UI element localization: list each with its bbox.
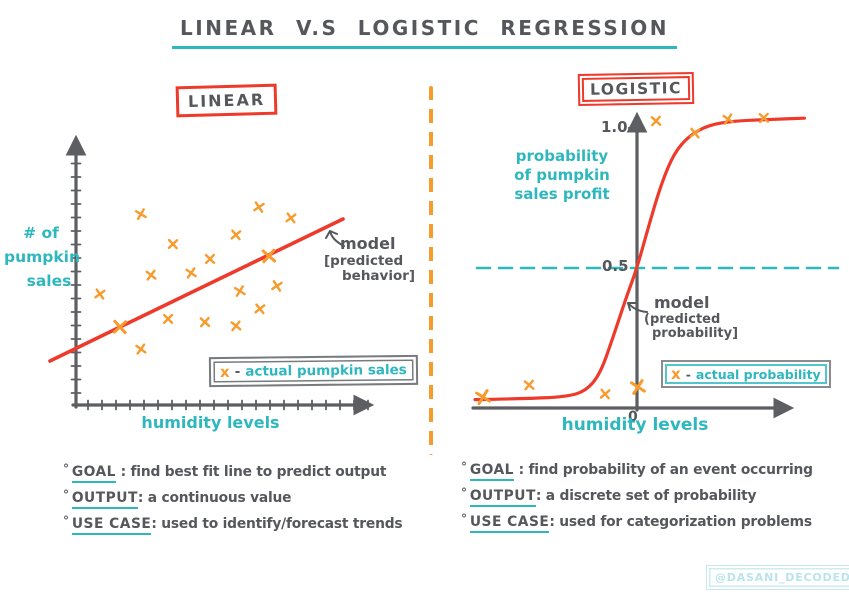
scatter-x-marker (285, 212, 297, 224)
scatter-x-marker (112, 319, 128, 335)
logistic-note-goal: ° GOAL : find probability of an event occ… (461, 460, 813, 481)
linear-x-axis-label: humidity levels (141, 413, 280, 432)
linear-notes: ° GOAL : find best fit line to predict ou… (63, 462, 403, 540)
linear-note-usecase: ° USE CASE: used to identify/forecast tre… (63, 514, 403, 535)
linear-model-arrow (329, 230, 345, 247)
scatter-x-marker (261, 248, 277, 264)
linear-y-axis-label: # of pumpkin sales (4, 224, 81, 290)
logistic-note-output: ° OUTPUT: a discrete set of probability (461, 486, 813, 507)
scatter-x-marker (599, 388, 611, 400)
x-marker-glyph: x (671, 365, 681, 383)
linear-axis-ticks (70, 162, 369, 411)
linear-plot-area (48, 201, 345, 363)
logistic-model-arrowhead (627, 302, 637, 311)
scatter-x-marker (475, 389, 492, 406)
scatter-x-marker (253, 201, 265, 213)
linear-legend: x - actual pumpkin sales (208, 354, 418, 388)
scatter-x-marker (167, 238, 179, 250)
scatter-x-marker (650, 115, 662, 127)
logistic-notes: ° GOAL : find probability of an event occ… (461, 460, 813, 538)
bullet-icon: ° (63, 462, 69, 476)
linear-model-annotation: model [predicted behavior] (324, 234, 416, 284)
bullet-icon: ° (461, 486, 467, 500)
scatter-x-marker (230, 229, 242, 241)
logistic-model-annotation: model (predicted probability] (644, 293, 739, 341)
scatter-x-marker (185, 267, 197, 279)
bullet-icon: ° (63, 514, 69, 528)
watermark-handle: @DASANI_DECODED (715, 571, 849, 584)
linear-note-output: ° OUTPUT: a continuous value (63, 488, 402, 509)
linear-legend-label: actual pumpkin sales (245, 362, 407, 380)
scatter-x-marker (145, 269, 157, 281)
title-row: LINEAR V.S LOGISTIC REGRESSION (0, 16, 849, 49)
sigmoid-curve (473, 116, 807, 402)
scatter-x-marker (199, 316, 211, 328)
x-marker-glyph: x (219, 362, 230, 381)
regression-line (48, 217, 345, 363)
logistic-legend: x - actual probability (661, 360, 831, 388)
scatter-x-marker (271, 280, 283, 292)
scatter-x-marker (162, 313, 174, 324)
logistic-heading: LOGISTIC (577, 71, 695, 107)
linear-note-goal: ° GOAL : find best fit line to predict ou… (63, 462, 402, 483)
linear-scatter-chart (48, 134, 375, 416)
logistic-sigmoid-chart (471, 111, 840, 419)
scatter-x-marker (233, 285, 246, 297)
panel-divider-dashed-line (429, 86, 433, 455)
logistic-ytick-1: 1.0 (601, 118, 628, 136)
scatter-x-marker (204, 253, 216, 265)
scatter-x-marker (254, 303, 266, 315)
linear-heading: LINEAR (175, 83, 278, 118)
scatter-x-marker (134, 208, 147, 221)
scatter-x-marker (523, 379, 535, 391)
bullet-icon: ° (461, 512, 467, 526)
scatter-x-marker (630, 379, 646, 395)
scatter-x-marker (94, 288, 106, 300)
logistic-origin-label: 0 (628, 409, 638, 425)
watermark-badge: @DASANI_DECODED (706, 565, 849, 590)
logistic-plot-area (473, 112, 840, 406)
logistic-y-axis-label: probability of pumpkin sales profit (514, 147, 610, 203)
page-title: LINEAR V.S LOGISTIC REGRESSION (172, 16, 677, 49)
logistic-x-axis-label: humidity levels (561, 415, 709, 435)
linear-model-arrowhead (325, 230, 338, 239)
scatter-x-marker (722, 113, 734, 125)
logistic-note-usecase: ° USE CASE: used for categorization probl… (461, 512, 813, 533)
logistic-ytick-05: 0.5 (602, 257, 629, 275)
bullet-icon: ° (63, 488, 69, 502)
scatter-x-marker (230, 320, 242, 332)
scatter-x-marker (758, 112, 770, 124)
logistic-legend-label: actual probability (695, 366, 821, 382)
bullet-icon: ° (461, 460, 467, 474)
scatter-x-marker (135, 343, 147, 355)
scatter-x-marker (689, 127, 701, 139)
